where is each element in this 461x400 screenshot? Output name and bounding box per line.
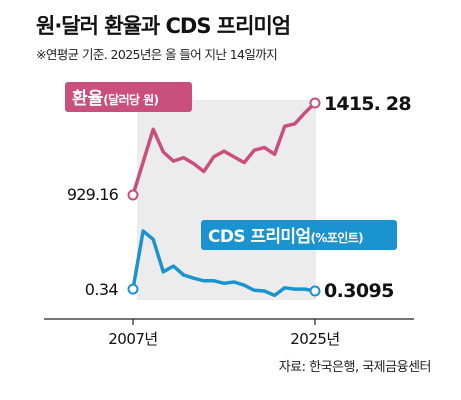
source-note: 자료: 한국은행, 국제금융센터 <box>278 360 432 375</box>
x-tick-label-2007: 2007년 <box>108 330 157 348</box>
legend-exchange: 환율(달러당 원) <box>72 89 159 109</box>
exchange-start-label: 929.16 <box>67 185 119 204</box>
legend-exchange-bg <box>65 82 192 112</box>
exchange-rate-line <box>131 101 317 196</box>
series-exchange-rate <box>127 97 321 201</box>
series-cds-premium <box>127 229 321 298</box>
exchange-end-label: 1415. 28 <box>324 93 411 115</box>
cds-premium-line <box>131 229 316 298</box>
exchange-rate-start-point <box>127 189 139 201</box>
exchange-rate-end-point <box>309 97 321 109</box>
legend-cds-bg <box>201 220 397 250</box>
legend-cds: CDS 프리미엄(%포인트) <box>208 227 363 247</box>
chart-title: 원·달러 환율과 CDS 프리미엄 <box>36 14 291 38</box>
cds-premium-start-point <box>127 283 139 295</box>
x-tick-label-2025: 2025년 <box>290 330 339 348</box>
shaded-region <box>137 100 316 300</box>
cds-start-label: 0.34 <box>85 280 119 299</box>
cds-premium-end-point <box>309 285 321 297</box>
cds-end-label: 0.3095 <box>324 280 394 302</box>
chart-subtitle: ※연평균 기준. 2025년은 올 들어 지난 14일까지 <box>36 47 278 62</box>
